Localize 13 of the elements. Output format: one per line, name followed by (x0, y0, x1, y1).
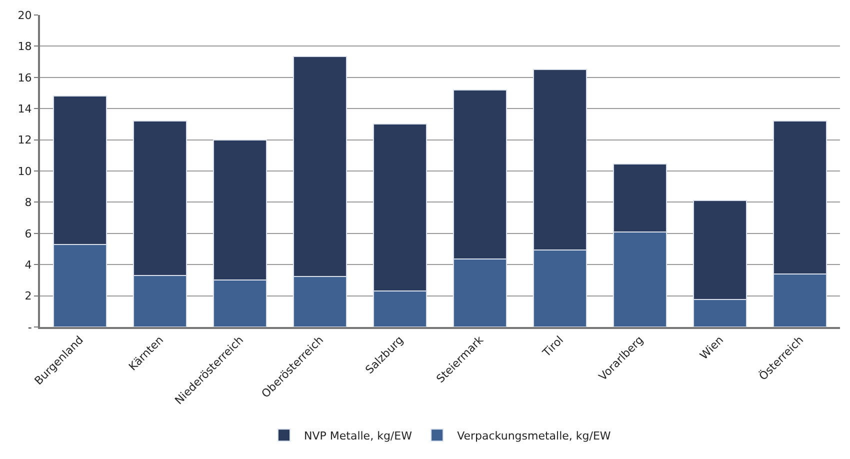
y-tick-label: - (28, 320, 32, 334)
y-tick-label: 8 (24, 196, 32, 210)
y-tick-label: 18 (18, 40, 32, 54)
y-tick-label: 14 (18, 102, 32, 116)
y-tick-label: 16 (18, 71, 32, 84)
legend-label: NVP Metalle, kg/EW (304, 429, 412, 442)
y-tick-label: 20 (18, 8, 32, 22)
y-tick-label: 4 (24, 258, 32, 272)
y-tick-label: 6 (24, 227, 32, 240)
y-tick-label: 10 (18, 164, 32, 178)
y-tick-label: 2 (24, 290, 32, 303)
y-tick-label: 12 (18, 134, 32, 147)
legend-label: Verpackungsmetalle, kg/EW (457, 429, 611, 442)
